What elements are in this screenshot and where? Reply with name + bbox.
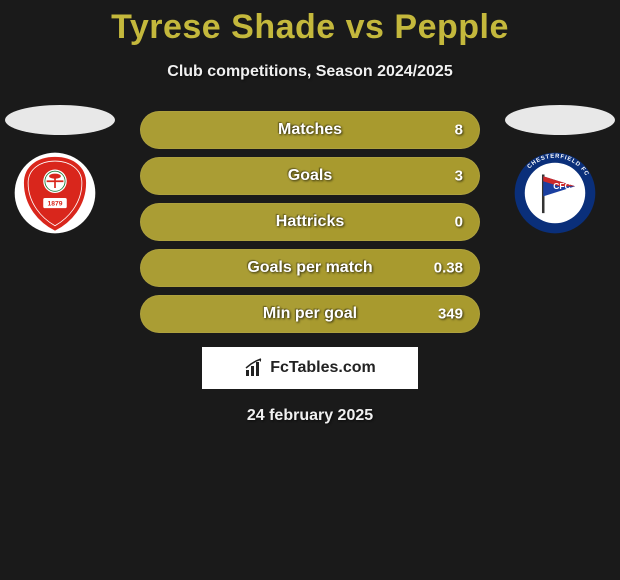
stat-row: Min per goal 349 <box>140 295 480 333</box>
stat-row: Hattricks 0 <box>140 203 480 241</box>
crest-right: CHESTERFIELD FC CFC <box>505 151 605 235</box>
stat-row: Goals 3 <box>140 157 480 195</box>
player-left-placeholder <box>5 105 115 135</box>
crest-left: 1879 <box>5 151 105 235</box>
stat-row: Goals per match 0.38 <box>140 249 480 287</box>
comparison-panel: 1879 CHESTERFIELD FC CFC Matches 8 <box>0 111 620 425</box>
svg-text:CFC: CFC <box>553 181 570 191</box>
stat-label: Goals <box>288 167 332 185</box>
stat-label: Min per goal <box>263 305 357 323</box>
stat-value-right: 8 <box>455 122 463 139</box>
subtitle: Club competitions, Season 2024/2025 <box>0 63 620 81</box>
stat-value-right: 0.38 <box>434 260 463 277</box>
player-right: CHESTERFIELD FC CFC <box>505 105 615 240</box>
bar-chart-icon <box>244 358 266 378</box>
player-right-placeholder <box>505 105 615 135</box>
stat-value-right: 349 <box>438 306 463 323</box>
stat-label: Goals per match <box>247 259 372 277</box>
stat-value-right: 0 <box>455 214 463 231</box>
stat-value-right: 3 <box>455 168 463 185</box>
date-text: 24 february 2025 <box>0 407 620 425</box>
stats-list: Matches 8 Goals 3 Hattricks 0 Goals per … <box>140 111 480 333</box>
svg-text:1879: 1879 <box>48 201 63 208</box>
page-title: Tyrese Shade vs Pepple <box>0 0 620 47</box>
stat-label: Hattricks <box>276 213 344 231</box>
source-badge-text: FcTables.com <box>270 359 376 377</box>
stat-row: Matches 8 <box>140 111 480 149</box>
player-left: 1879 <box>5 105 115 240</box>
stat-label: Matches <box>278 121 342 139</box>
source-badge: FcTables.com <box>202 347 418 389</box>
